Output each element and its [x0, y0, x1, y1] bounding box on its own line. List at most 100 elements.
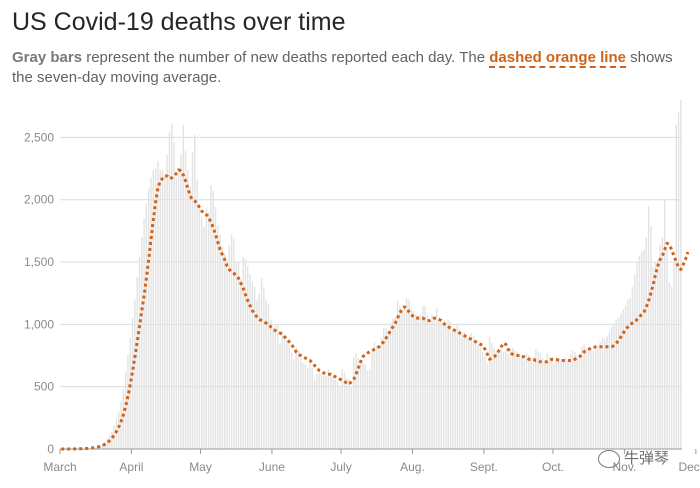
chat-bubble-icon — [598, 450, 620, 469]
daily-deaths-bar — [597, 345, 599, 449]
daily-deaths-bar — [258, 293, 260, 449]
daily-deaths-bar — [454, 329, 456, 449]
axes — [59, 448, 697, 454]
daily-deaths-bar — [654, 262, 657, 449]
daily-deaths-bar — [389, 323, 392, 449]
daily-deaths-bar — [627, 299, 629, 449]
daily-deaths-bar — [90, 447, 92, 449]
daily-deaths-bar — [366, 370, 369, 449]
daily-deaths-bar — [528, 355, 530, 449]
daily-deaths-bar — [399, 305, 401, 449]
daily-deaths-bar — [122, 389, 125, 449]
daily-deaths-bar — [647, 205, 650, 449]
daily-deaths-bar — [431, 314, 433, 449]
daily-deaths-bar — [491, 343, 493, 449]
daily-deaths-bar — [341, 369, 343, 449]
daily-deaths-bar — [226, 260, 228, 449]
daily-deaths-bar — [666, 249, 668, 449]
daily-deaths-bar — [620, 313, 622, 449]
daily-deaths-bar — [194, 134, 196, 449]
daily-deaths-bar — [230, 234, 233, 449]
daily-deaths-bar — [304, 364, 307, 449]
daily-deaths-bar — [445, 323, 447, 449]
daily-deaths-bar — [560, 359, 562, 449]
daily-deaths-bar — [164, 174, 166, 450]
y-tick-label: 2,000 — [24, 193, 54, 207]
daily-deaths-bar — [357, 358, 360, 449]
daily-deaths-bar — [339, 386, 341, 449]
daily-deaths-bar — [378, 349, 380, 449]
daily-deaths-bar — [532, 361, 535, 449]
daily-deaths-bar — [237, 260, 240, 449]
daily-deaths-bar — [673, 262, 675, 449]
daily-deaths-bar — [401, 311, 403, 449]
daily-deaths-bar — [177, 174, 180, 450]
daily-deaths-bar — [523, 359, 525, 449]
daily-deaths-bar — [417, 315, 419, 449]
daily-deaths-bar — [415, 314, 417, 449]
daily-deaths-bar — [645, 237, 648, 449]
daily-deaths-bar — [369, 369, 371, 449]
daily-deaths-bar — [558, 358, 560, 449]
daily-deaths-bar — [604, 339, 606, 449]
daily-deaths-bar — [306, 367, 309, 449]
daily-deaths-bar — [650, 225, 652, 449]
daily-deaths-bar — [235, 262, 237, 449]
daily-deaths-bar — [276, 324, 279, 449]
daily-deaths-bar — [675, 124, 677, 449]
daily-deaths-bar — [290, 353, 293, 449]
x-tick-label: March — [43, 460, 76, 474]
daily-deaths-bar — [636, 262, 638, 449]
x-tick-label: Dec. 2 — [678, 460, 700, 474]
daily-deaths-bar — [316, 374, 318, 449]
daily-deaths-bar — [210, 184, 212, 449]
daily-deaths-bar — [270, 319, 272, 449]
daily-deaths-bar — [221, 245, 224, 449]
daily-deaths-bar — [546, 353, 548, 449]
daily-deaths-bar — [253, 286, 256, 449]
daily-deaths-bar — [256, 299, 258, 449]
daily-deaths-bar — [387, 330, 389, 449]
daily-deaths-bar — [189, 186, 191, 449]
daily-deaths-bar — [422, 305, 424, 449]
daily-deaths-bar — [405, 298, 408, 449]
daily-deaths-bar — [661, 237, 664, 449]
daily-deaths-bar — [300, 358, 302, 449]
daily-deaths-bar — [385, 328, 387, 449]
daily-deaths-bar — [617, 316, 620, 449]
x-tick-label: Sept. — [470, 460, 498, 474]
daily-deaths-bar — [175, 177, 178, 449]
daily-deaths-bar — [288, 345, 290, 449]
daily-deaths-bar — [631, 286, 634, 449]
daily-deaths-bar — [599, 341, 601, 449]
daily-deaths-bar — [364, 364, 366, 449]
subtitle-end: shows the seven-day moving average. — [12, 49, 673, 86]
daily-deaths-bar — [541, 358, 544, 449]
daily-deaths-bar — [537, 351, 539, 449]
subtitle-middle: represent the number of new deaths repor… — [82, 49, 490, 66]
daily-deaths-bar — [438, 321, 440, 449]
daily-deaths-bar — [447, 319, 449, 449]
daily-deaths-bar — [486, 362, 489, 449]
daily-deaths-bar — [224, 253, 226, 449]
daily-deaths-bar — [212, 190, 214, 449]
daily-deaths-bar — [152, 169, 155, 450]
daily-deaths-bar — [581, 346, 583, 449]
daily-deaths-bar — [442, 323, 445, 449]
daily-deaths-bar — [249, 274, 251, 449]
daily-deaths-bar — [525, 353, 528, 449]
daily-deaths-bar — [101, 444, 104, 449]
daily-deaths-bar — [634, 274, 636, 449]
daily-deaths-bar — [458, 329, 461, 449]
daily-deaths-bar — [286, 340, 288, 449]
daily-deaths-bar — [94, 446, 97, 449]
daily-deaths-bar — [244, 259, 247, 449]
daily-deaths-bar — [196, 179, 198, 449]
daily-deaths-bar — [539, 353, 542, 449]
daily-deaths-bar — [410, 309, 413, 449]
daily-deaths-bar — [677, 112, 680, 449]
daily-deaths-bar — [318, 372, 320, 449]
seven-day-average-line — [61, 168, 690, 451]
daily-deaths-bar — [652, 267, 654, 449]
daily-deaths-bar — [143, 218, 145, 449]
